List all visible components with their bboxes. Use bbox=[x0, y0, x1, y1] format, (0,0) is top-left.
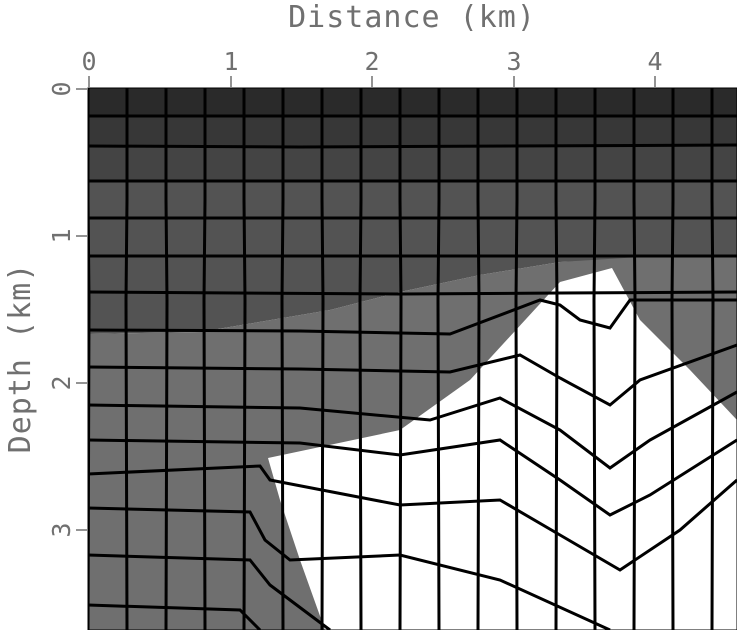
grid-vertical-line bbox=[632, 88, 637, 630]
x-tick-label: 4 bbox=[647, 47, 662, 76]
grid-vertical-line bbox=[710, 88, 715, 630]
salt-body bbox=[268, 268, 737, 630]
grid-vertical-line bbox=[514, 88, 519, 630]
grid-vertical-line bbox=[164, 88, 169, 630]
grid-horizontal-line bbox=[88, 506, 611, 630]
x-tick-label: 2 bbox=[364, 47, 379, 76]
grid-vertical-line bbox=[436, 88, 441, 630]
y-tick-labels: 0 1 2 3 bbox=[47, 81, 76, 537]
grid-vertical-line bbox=[280, 88, 285, 630]
grid-vertical-line bbox=[398, 88, 403, 630]
grid-vertical-line bbox=[476, 88, 481, 630]
x-tick-label: 0 bbox=[81, 47, 96, 76]
y-axis-title: Depth (km) bbox=[3, 263, 38, 454]
x-tick-label: 1 bbox=[223, 47, 238, 76]
grid-horizontal-line bbox=[88, 390, 737, 470]
grid-horizontal-line bbox=[88, 143, 737, 149]
grid-vertical-line bbox=[202, 88, 207, 630]
y-tick-label: 3 bbox=[47, 522, 76, 537]
grid-vertical-line bbox=[358, 88, 363, 630]
grid-horizontal-line bbox=[88, 603, 262, 630]
y-tick-label: 0 bbox=[47, 81, 76, 96]
x-axis-title: Distance (km) bbox=[288, 0, 536, 35]
grid-horizontal-line bbox=[88, 553, 331, 630]
plot-frame bbox=[87, 87, 737, 630]
velocity-layer-2 bbox=[88, 116, 737, 148]
x-tick-labels: 0 1 2 3 4 bbox=[81, 47, 662, 76]
grid-vertical-line bbox=[320, 88, 325, 630]
velocity-layer-3 bbox=[88, 146, 737, 183]
grid-vertical-line bbox=[124, 88, 129, 630]
y-tick-label: 2 bbox=[47, 375, 76, 390]
grid-vertical-line bbox=[554, 88, 559, 630]
grid-vertical-line bbox=[242, 88, 247, 630]
grid-horizontal-line bbox=[88, 464, 737, 572]
x-tick-label: 3 bbox=[506, 47, 521, 76]
velocity-model bbox=[88, 88, 737, 630]
grid-horizontal-line bbox=[88, 438, 737, 517]
grid-horizontal-line bbox=[88, 298, 737, 336]
x-tick-marks bbox=[88, 76, 656, 87]
velocity-layer-top bbox=[88, 88, 737, 118]
grid-vertical-line bbox=[670, 88, 675, 630]
grid-vertical-line bbox=[592, 88, 597, 630]
grid-horizontal-line bbox=[88, 343, 737, 407]
y-tick-marks bbox=[76, 88, 87, 531]
y-tick-label: 1 bbox=[47, 228, 76, 243]
grid-horizontal-line bbox=[88, 290, 737, 296]
